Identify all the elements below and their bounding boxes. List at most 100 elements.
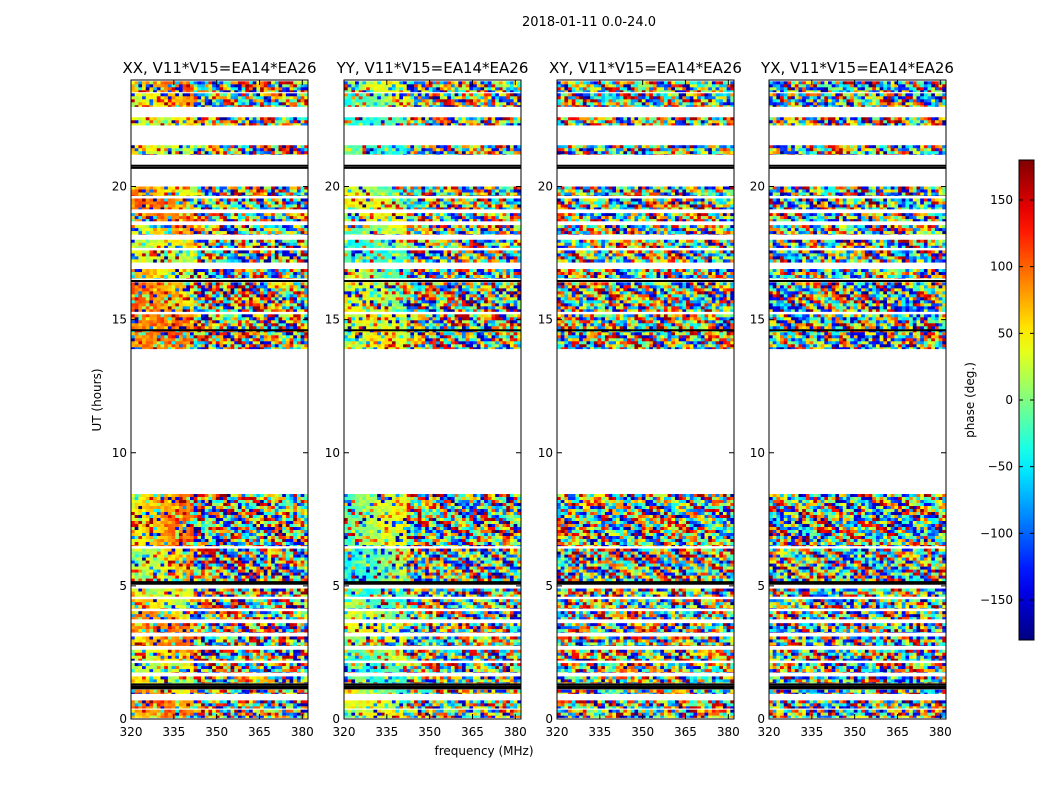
- heatmap-cell: [175, 566, 180, 570]
- heatmap-cell: [204, 563, 209, 567]
- heatmap-cell: [160, 512, 165, 516]
- heatmap-cell: [153, 234, 158, 235]
- heatmap-cell: [142, 515, 147, 519]
- heatmap-cell: [138, 588, 143, 592]
- heatmap-cell: [256, 521, 261, 525]
- heatmap-cell: [156, 500, 161, 504]
- heatmap-cell: [219, 291, 224, 295]
- heatmap-cell: [134, 500, 139, 504]
- heatmap-cell: [204, 278, 209, 279]
- heatmap-cell: [197, 563, 202, 567]
- heatmap-cell: [142, 575, 147, 579]
- heatmap-cell: [278, 545, 283, 547]
- heatmap-cell: [145, 569, 150, 573]
- heatmap-cell: [249, 642, 253, 646]
- heatmap-cell: [186, 231, 191, 235]
- heatmap-cell: [134, 253, 139, 257]
- heatmap-cell: [204, 341, 209, 345]
- heatmap-cell: [171, 560, 176, 564]
- heatmap-cell: [193, 632, 198, 633]
- heatmap-cell: [234, 636, 239, 640]
- heatmap-cell: [300, 649, 305, 653]
- heatmap-cell: [274, 533, 279, 537]
- heatmap-cell: [278, 709, 283, 713]
- heatmap-cell: [182, 572, 187, 576]
- heatmap-cell: [289, 503, 294, 507]
- heatmap-cell: [256, 712, 261, 716]
- heatmap-cell: [153, 548, 158, 552]
- heatmap-cell: [245, 588, 250, 592]
- heatmap-cell: [204, 303, 209, 307]
- heatmap-cell: [175, 515, 180, 519]
- heatmap-cell: [182, 225, 187, 229]
- heatmap-cell: [171, 594, 176, 597]
- heatmap-cell: [134, 712, 139, 716]
- heatmap-cell: [171, 542, 176, 546]
- heatmap-cell: [215, 347, 220, 350]
- heatmap-cell: [219, 551, 224, 555]
- heatmap-cell: [263, 314, 268, 318]
- heatmap-cell: [234, 560, 239, 564]
- heatmap-cell: [267, 629, 272, 633]
- heatmap-cell: [149, 497, 154, 501]
- heatmap-cell: [160, 539, 165, 543]
- heatmap-cell: [285, 629, 290, 633]
- heatmap-cell: [153, 642, 158, 646]
- heatmap-cell: [131, 554, 135, 558]
- heatmap-cell: [153, 715, 158, 718]
- heatmap-cell: [237, 623, 242, 627]
- heatmap-cell: [167, 303, 172, 307]
- heatmap-cell: [178, 578, 183, 582]
- heatmap-cell: [263, 239, 268, 243]
- heatmap-cell: [304, 539, 309, 543]
- heatmap-cell: [285, 278, 290, 279]
- heatmap-cell: [171, 623, 176, 627]
- heatmap-cell: [260, 288, 265, 292]
- heatmap-cell: [212, 239, 217, 243]
- heatmap-cell: [267, 527, 272, 531]
- heatmap-cell: [304, 551, 309, 555]
- heatmap-cell: [201, 282, 206, 286]
- heatmap-cell: [230, 682, 235, 684]
- heatmap-cell: [267, 608, 272, 609]
- heatmap-cell: [226, 539, 231, 543]
- heatmap-cell: [300, 666, 305, 670]
- heatmap-cell: [164, 272, 169, 276]
- heatmap-cell: [145, 225, 150, 229]
- heatmap-cell: [156, 715, 161, 718]
- heatmap-cell: [145, 692, 150, 694]
- heatmap-cell: [300, 548, 305, 552]
- heatmap-cell: [293, 524, 298, 528]
- heatmap-cell: [164, 539, 169, 543]
- heatmap-cell: [153, 666, 158, 670]
- heatmap-cell: [219, 317, 224, 321]
- heatmap-cell: [175, 563, 180, 567]
- heatmap-cell: [134, 524, 139, 528]
- heatmap-cell: [204, 253, 209, 257]
- heatmap-cell: [263, 245, 268, 248]
- heatmap-cell: [197, 306, 202, 310]
- heatmap-cell: [182, 250, 187, 254]
- heatmap-cell: [178, 530, 183, 534]
- heatmap-cell: [208, 575, 213, 579]
- heatmap-cell: [219, 509, 224, 513]
- heatmap-cell: [215, 591, 220, 595]
- heatmap-cell: [160, 700, 165, 704]
- heatmap-cell: [223, 291, 228, 295]
- heatmap-cell: [226, 521, 231, 525]
- heatmap-cell: [175, 527, 180, 531]
- heatmap-cell: [230, 228, 235, 232]
- heatmap-cell: [219, 605, 224, 609]
- heatmap-cell: [278, 629, 283, 633]
- heatmap-cell: [293, 679, 298, 683]
- heatmap-cell: [186, 715, 191, 718]
- heatmap-cell: [241, 291, 246, 295]
- heatmap-cell: [204, 703, 209, 707]
- heatmap-cell: [186, 700, 191, 704]
- heatmap-cell: [201, 588, 206, 592]
- heatmap-cell: [167, 655, 172, 659]
- heatmap-cell: [186, 317, 191, 321]
- heatmap-cell: [204, 709, 209, 713]
- heatmap-cell: [167, 335, 172, 339]
- heatmap-cell: [212, 557, 217, 561]
